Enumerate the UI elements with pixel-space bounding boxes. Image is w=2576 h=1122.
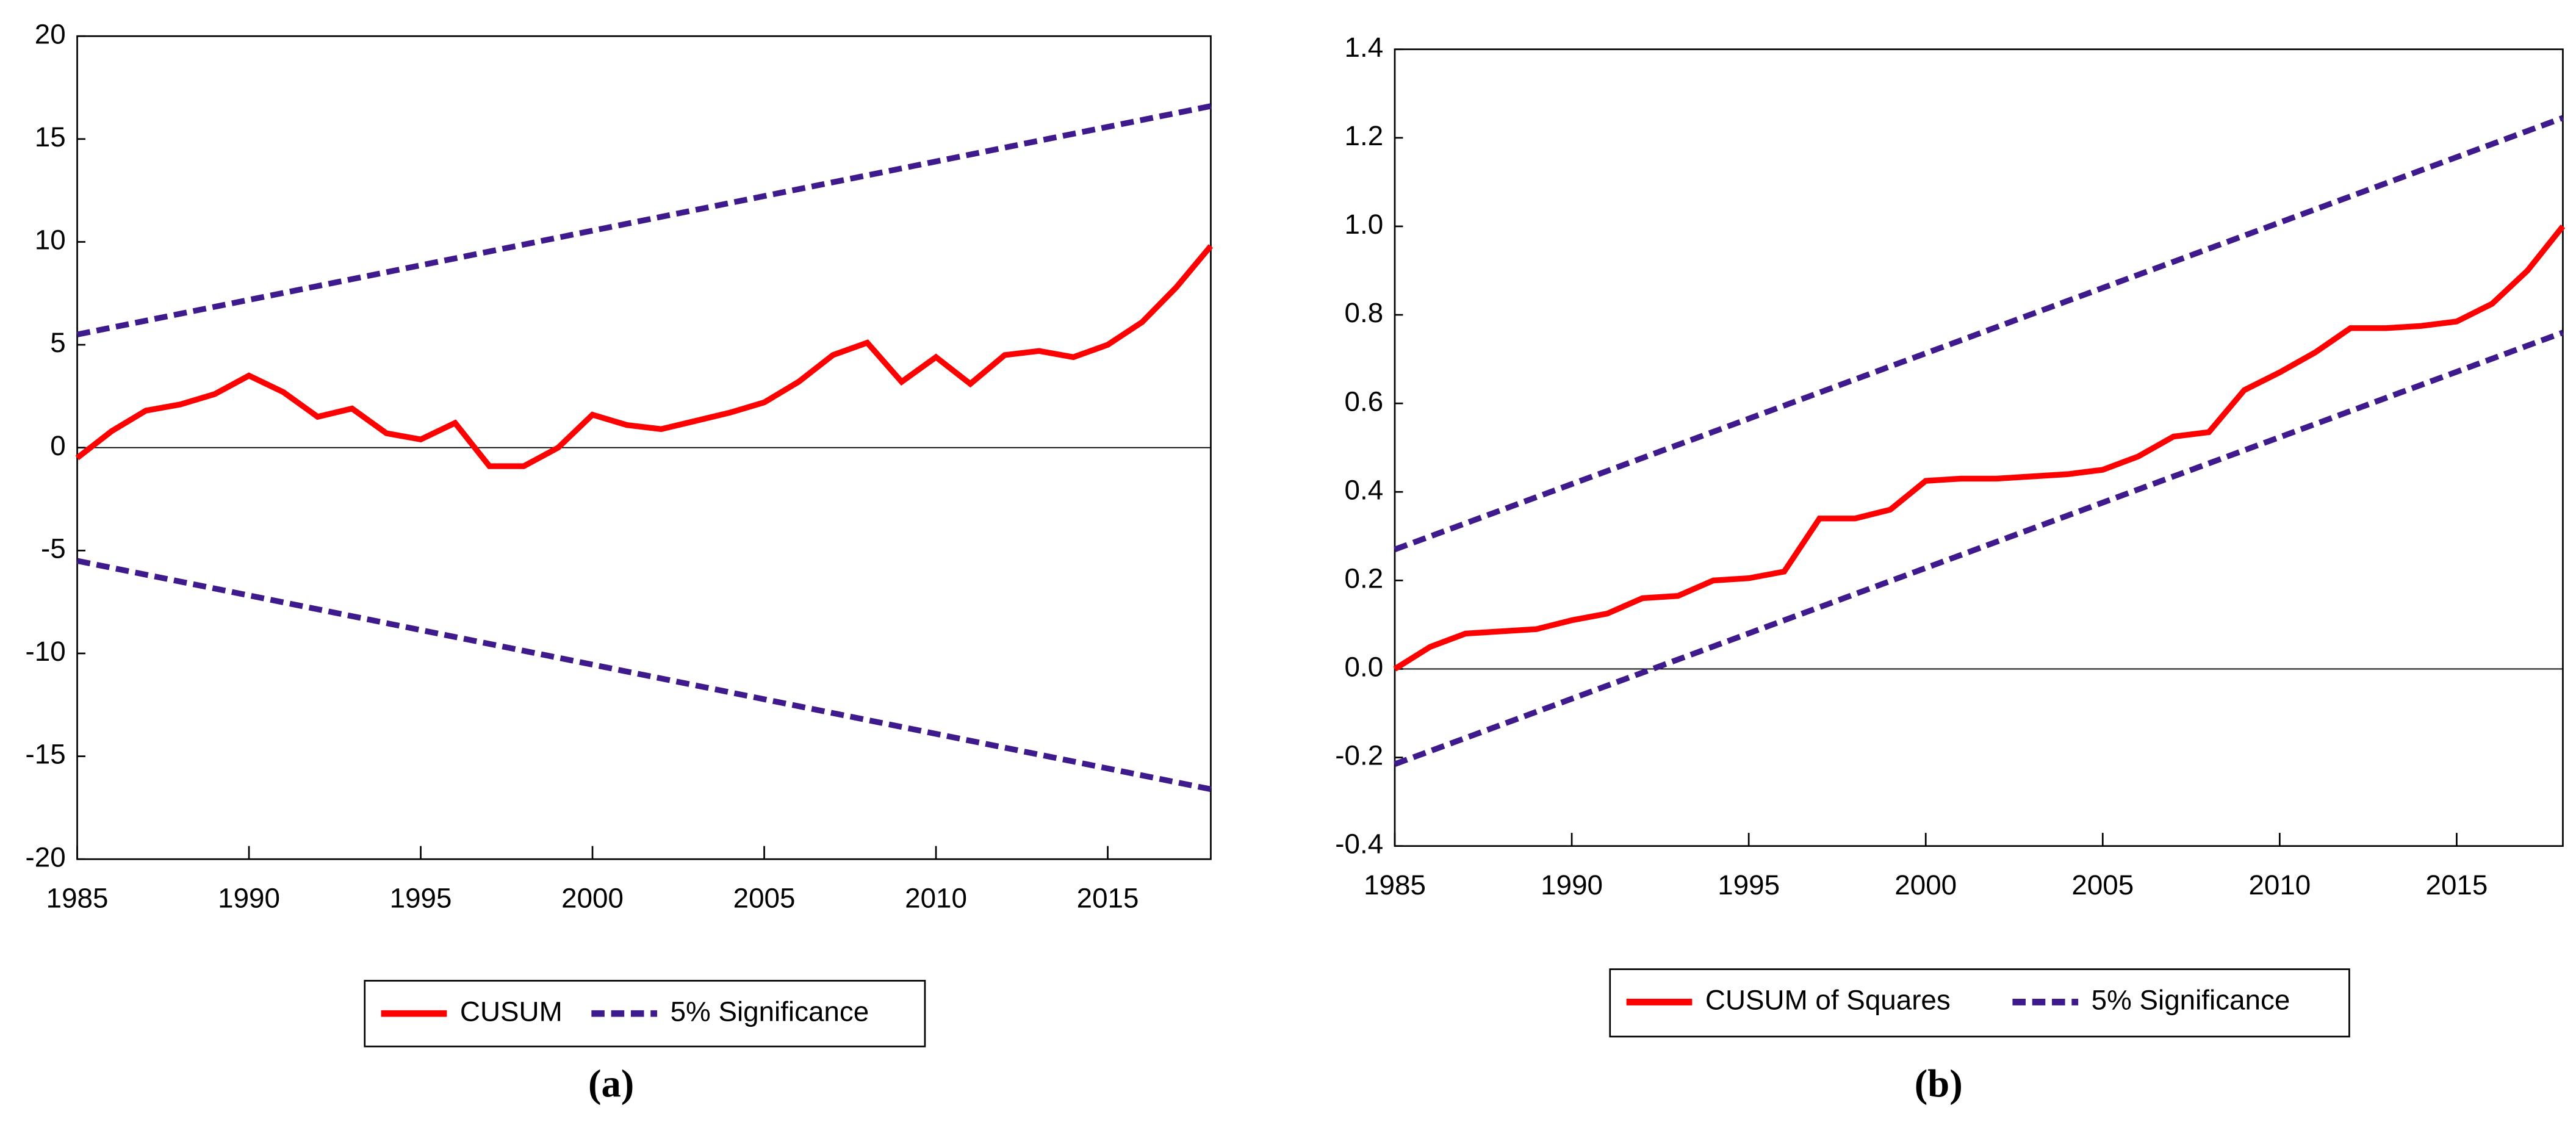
x-tick-label: 2005 [2071, 869, 2134, 901]
x-tick-label: 2015 [2426, 869, 2488, 901]
series-line [76, 558, 1212, 793]
y-tick-label: -20 [26, 841, 66, 872]
y-tick-label: 0.0 [1345, 652, 1384, 683]
x-tick-label: 2010 [905, 883, 967, 914]
y-tick-label: 1.2 [1345, 120, 1384, 151]
x-tick-label: 1995 [1718, 869, 1780, 901]
legend-label: 5% Significance [2092, 985, 2290, 1016]
x-tick-label: 2000 [561, 883, 624, 914]
y-tick-label: 0 [50, 430, 65, 461]
series-line [75, 244, 1214, 469]
y-tick-label: 0.2 [1345, 563, 1384, 594]
y-tick-label: 1.4 [1345, 32, 1384, 63]
x-tick-label: 2015 [1077, 883, 1139, 914]
legend-box [1609, 968, 2350, 1038]
y-tick-label: -5 [41, 533, 66, 564]
caption: (b) [1915, 1061, 1963, 1106]
y-tick-label: 5 [50, 327, 65, 358]
x-tick-label: 1990 [218, 883, 280, 914]
caption: (a) [588, 1061, 634, 1106]
y-tick-label: 0.8 [1345, 297, 1384, 328]
y-tick-label: 0.4 [1345, 474, 1384, 505]
y-tick-label: 0.6 [1345, 386, 1384, 417]
y-tick-label: 20 [35, 18, 66, 49]
legend-box [364, 980, 926, 1048]
x-tick-label: 1990 [1541, 869, 1603, 901]
x-tick-label: 1985 [1364, 869, 1426, 901]
y-tick-label: -0.4 [1335, 829, 1383, 860]
y-tick-label: -15 [26, 739, 66, 770]
x-tick-label: 1985 [46, 883, 109, 914]
y-tick-label: 15 [35, 121, 66, 153]
y-tick-label: -0.2 [1335, 740, 1383, 771]
series-line [1394, 115, 2564, 552]
series-line [76, 103, 1212, 337]
legend-label: 5% Significance [671, 996, 869, 1027]
legend-label: CUSUM of Squares [1705, 985, 1951, 1016]
legend-label: CUSUM [460, 996, 563, 1027]
x-tick-label: 2010 [2248, 869, 2311, 901]
x-tick-label: 2005 [733, 883, 796, 914]
y-tick-label: -10 [26, 636, 66, 667]
y-tick-label: 10 [35, 225, 66, 256]
y-tick-label: 1.0 [1345, 209, 1384, 240]
series-line [1394, 329, 2564, 767]
series-line [1393, 225, 2566, 672]
plot-frame [1394, 48, 2564, 847]
x-tick-label: 2000 [1894, 869, 1957, 901]
x-tick-label: 1995 [390, 883, 452, 914]
